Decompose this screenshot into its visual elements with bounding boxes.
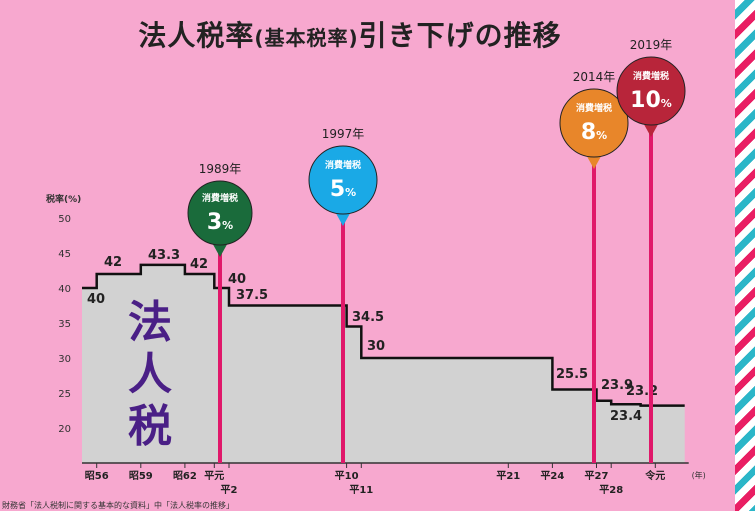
x-tick-label: 昭56 bbox=[85, 470, 109, 482]
x-tick-label: 平21 bbox=[496, 470, 520, 482]
pin-bubble bbox=[616, 56, 686, 126]
data-label: 23.9 bbox=[601, 378, 633, 393]
area-label-char: 人 bbox=[128, 349, 172, 400]
data-label: 23.4 bbox=[610, 409, 642, 424]
y-tick-label: 30 bbox=[58, 354, 71, 365]
title-paren: (基本税率) bbox=[254, 26, 359, 50]
x-tick-label: 平27 bbox=[585, 470, 609, 482]
pin-year-label: 1997年 bbox=[322, 127, 365, 141]
y-tick-label: 20 bbox=[58, 424, 71, 435]
pin-tax-label: 消費増税 bbox=[576, 102, 612, 114]
pin-tax-label: 消費増税 bbox=[325, 159, 361, 171]
pin-year-label: 2014年 bbox=[573, 70, 616, 84]
data-label: 34.5 bbox=[352, 310, 384, 325]
y-tick-label: 50 bbox=[58, 214, 71, 225]
x-tick-label: 平24 bbox=[540, 470, 564, 482]
pin-rate-unit: % bbox=[345, 186, 356, 199]
source-note: 財務省「法人税制に関する基本的な資料」中「法人税率の推移」 bbox=[2, 501, 234, 510]
area-label-char: 法 bbox=[128, 297, 172, 348]
title-main: 法人税率 bbox=[138, 19, 255, 52]
y-tick-label: 35 bbox=[58, 319, 71, 330]
pin-tax-label: 消費増税 bbox=[202, 192, 238, 204]
data-label: 40 bbox=[87, 292, 105, 307]
data-label: 42 bbox=[190, 257, 208, 272]
y-tick-label: 25 bbox=[58, 389, 71, 400]
title-rest: 引き下げの推移 bbox=[358, 19, 562, 52]
pin-tax-label: 消費増税 bbox=[633, 70, 669, 82]
x-tick-label: 平28 bbox=[599, 484, 623, 496]
tax-rate-area bbox=[82, 264, 685, 463]
data-label: 23.2 bbox=[626, 384, 658, 399]
decorative-stripe bbox=[735, 0, 755, 511]
pin-rate-unit: % bbox=[661, 97, 672, 110]
x-tick-label: 令元 bbox=[644, 469, 665, 482]
y-tick-label: 40 bbox=[58, 284, 71, 295]
data-label: 42 bbox=[104, 255, 122, 270]
x-tick-label: 平11 bbox=[349, 484, 373, 496]
data-label: 37.5 bbox=[236, 288, 268, 303]
pin-rate-unit: % bbox=[222, 219, 233, 232]
data-label: 25.5 bbox=[556, 367, 588, 382]
y-tick-label: 45 bbox=[58, 249, 71, 260]
pin-year-label: 1989年 bbox=[199, 162, 242, 176]
pin-bubble bbox=[187, 180, 253, 246]
data-label: 40 bbox=[228, 272, 246, 287]
pin-bubble bbox=[559, 88, 629, 158]
x-tick-label: 平元 bbox=[204, 470, 224, 482]
pin-year-label: 2019年 bbox=[630, 38, 673, 52]
area-label-char: 税 bbox=[128, 401, 172, 452]
x-axis-label: (年) bbox=[692, 470, 706, 480]
pin-bubble bbox=[308, 145, 378, 215]
x-tick-label: 平10 bbox=[335, 470, 359, 482]
data-label: 30 bbox=[367, 339, 385, 354]
data-label: 43.3 bbox=[148, 248, 180, 263]
x-tick-label: 平2 bbox=[221, 484, 238, 496]
x-tick-label: 昭62 bbox=[173, 470, 197, 482]
chart-title: 法人税率(基本税率)引き下げの推移 bbox=[0, 14, 700, 54]
x-tick-label: 昭59 bbox=[129, 470, 153, 482]
tax-rate-line bbox=[82, 263, 685, 407]
pin-rate-unit: % bbox=[596, 129, 607, 142]
y-axis-label: 税率(%) bbox=[46, 193, 81, 205]
